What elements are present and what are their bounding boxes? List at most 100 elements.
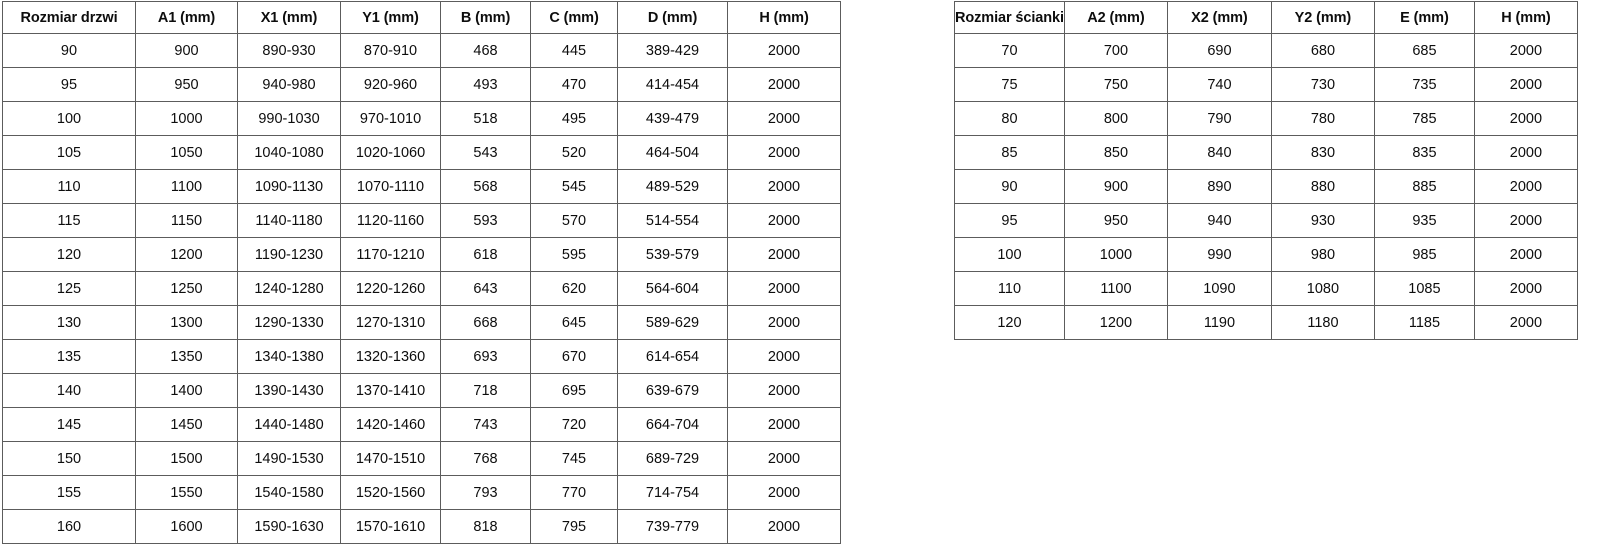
doors-cell: 1000: [135, 101, 238, 136]
doors-cell: 1370-1410: [340, 373, 441, 408]
walls-cell: 680: [1270, 33, 1375, 68]
doors-cell: 1500: [135, 441, 238, 476]
doors-cell: 1200: [135, 237, 238, 272]
doors-cell: 818: [440, 509, 531, 544]
table-row: 145 1450 1440-1480 1420-1460 743 720 664-704 20…: [2, 407, 841, 442]
doors-cell: 1600: [135, 509, 238, 544]
doors-cell: 990-1030: [237, 101, 341, 136]
doors-cell: 795: [530, 509, 618, 544]
doors-cell: 100: [2, 101, 136, 136]
doors-cell: 1520-1560: [340, 475, 441, 510]
doors-cell: 1120-1160: [340, 203, 441, 238]
doors-dimensions-table: Rozmiar drzwi A1 (mm) X1 (mm) Y1 (mm) B (mm)…: [2, 1, 841, 544]
walls-cell: 1185: [1373, 305, 1475, 340]
walls-cell: 880: [1270, 169, 1375, 204]
table-row: 125 1250 1240-1280 1220-1260 643 620 564-604 20…: [2, 271, 841, 306]
doors-cell: 130: [2, 305, 136, 340]
walls-cell: 1085: [1373, 271, 1475, 306]
doors-cell: 890-930: [237, 33, 341, 68]
doors-cell: 95: [2, 67, 136, 102]
doors-cell: 520: [530, 135, 618, 170]
walls-cell: 885: [1373, 169, 1475, 204]
table-row: 95 950 940 930 935 2000: [954, 203, 1578, 238]
doors-cell: 595: [530, 237, 618, 272]
table-row: 120 1200 1190-1230 1170-1210 618 595 539-579 20…: [2, 237, 841, 272]
walls-cell: 95: [954, 203, 1065, 238]
doors-cell: 1450: [135, 407, 238, 442]
walls-cell: 2000: [1473, 203, 1578, 238]
doors-cell: 389-429: [617, 33, 728, 68]
doors-column-header: B (mm): [440, 1, 531, 34]
walls-cell: 85: [954, 135, 1065, 170]
doors-cell: 693: [440, 339, 531, 374]
walls-column-header: Rozmiar ścianki: [954, 1, 1065, 34]
doors-cell: 2000: [727, 407, 841, 442]
walls-cell: 790: [1166, 101, 1272, 136]
doors-cell: 2000: [727, 271, 841, 306]
walls-cell: 1090: [1166, 271, 1272, 306]
walls-cell: 685: [1373, 33, 1475, 68]
doors-cell: 1140-1180: [237, 203, 341, 238]
doors-cell: 518: [440, 101, 531, 136]
walls-dimensions-table-container: Rozmiar ścianki A2 (mm) X2 (mm) Y2 (mm) E (m…: [954, 1, 1578, 340]
walls-cell: 1180: [1270, 305, 1375, 340]
doors-cell: 135: [2, 339, 136, 374]
walls-cell: 740: [1166, 67, 1272, 102]
doors-cell: 414-454: [617, 67, 728, 102]
doors-cell: 539-579: [617, 237, 728, 272]
walls-cell: 890: [1166, 169, 1272, 204]
walls-cell: 830: [1270, 135, 1375, 170]
walls-cell: 110: [954, 271, 1065, 306]
walls-cell: 2000: [1473, 237, 1578, 272]
doors-cell: 145: [2, 407, 136, 442]
doors-cell: 2000: [727, 67, 841, 102]
doors-cell: 920-960: [340, 67, 441, 102]
doors-cell: 1400: [135, 373, 238, 408]
walls-column-header: E (mm): [1373, 1, 1475, 34]
walls-cell: 700: [1063, 33, 1168, 68]
table-row: 75 750 740 730 735 2000: [954, 67, 1578, 102]
doors-cell: 2000: [727, 135, 841, 170]
table-row: 120 1200 1190 1180 1185 2000: [954, 305, 1578, 340]
walls-cell: 980: [1270, 237, 1375, 272]
doors-cell: 768: [440, 441, 531, 476]
walls-cell: 75: [954, 67, 1065, 102]
doors-cell: 2000: [727, 33, 841, 68]
doors-cell: 2000: [727, 509, 841, 544]
table-row: 130 1300 1290-1330 1270-1310 668 645 589-629 20…: [2, 305, 841, 340]
doors-cell: 545: [530, 169, 618, 204]
doors-column-header: Rozmiar drzwi: [2, 1, 136, 34]
walls-cell: 2000: [1473, 305, 1578, 340]
walls-cell: 1100: [1063, 271, 1168, 306]
doors-cell: 643: [440, 271, 531, 306]
doors-cell: 105: [2, 135, 136, 170]
doors-cell: 1040-1080: [237, 135, 341, 170]
doors-cell: 743: [440, 407, 531, 442]
doors-cell: 495: [530, 101, 618, 136]
walls-cell: 2000: [1473, 33, 1578, 68]
doors-cell: 115: [2, 203, 136, 238]
doors-cell: 718: [440, 373, 531, 408]
doors-cell: 950: [135, 67, 238, 102]
table-row: 135 1350 1340-1380 1320-1360 693 670 614-654 20…: [2, 339, 841, 374]
table-row: 70 700 690 680 685 2000: [954, 33, 1578, 68]
walls-cell: 950: [1063, 203, 1168, 238]
doors-column-header: D (mm): [617, 1, 728, 34]
walls-cell: 1000: [1063, 237, 1168, 272]
walls-cell: 90: [954, 169, 1065, 204]
doors-cell: 620: [530, 271, 618, 306]
doors-cell: 90: [2, 33, 136, 68]
doors-cell: 1050: [135, 135, 238, 170]
doors-cell: 1070-1110: [340, 169, 441, 204]
doors-cell: 470: [530, 67, 618, 102]
table-row: 110 1100 1090 1080 1085 2000: [954, 271, 1578, 306]
table-row: 85 850 840 830 835 2000: [954, 135, 1578, 170]
doors-cell: 1270-1310: [340, 305, 441, 340]
walls-cell: 2000: [1473, 101, 1578, 136]
doors-cell: 664-704: [617, 407, 728, 442]
doors-cell: 618: [440, 237, 531, 272]
walls-cell: 930: [1270, 203, 1375, 238]
doors-cell: 2000: [727, 475, 841, 510]
doors-cell: 120: [2, 237, 136, 272]
walls-cell: 835: [1373, 135, 1475, 170]
